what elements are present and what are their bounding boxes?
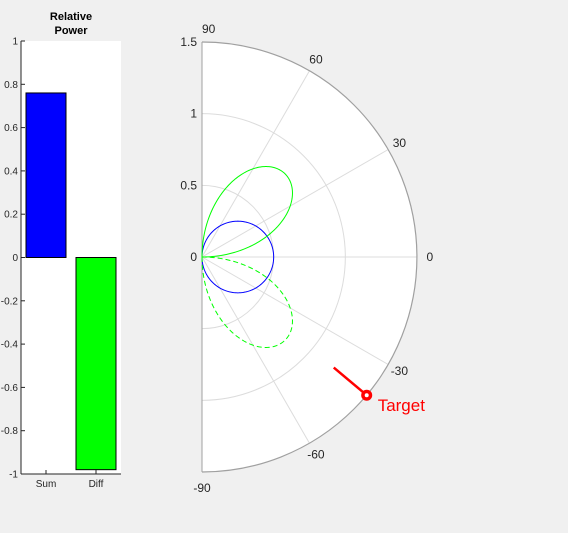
polar-spoke: [201, 149, 389, 258]
polar-series: [201, 166, 293, 348]
polar-tick-labels: 90 60 30 0 -30 -60 -90 0 0.5 1 1.5: [180, 22, 433, 495]
theta-tick-label: 0: [427, 250, 434, 264]
bar-y-tick-label: -0.4: [1, 340, 19, 351]
bar-y-tick-label: 0.6: [4, 123, 18, 134]
bar-y-tick-label: -0.6: [1, 383, 19, 394]
bar-sum: [25, 92, 67, 258]
sum-pattern-line: [201, 220, 275, 294]
r-tick-label: 1: [190, 107, 197, 121]
bar-x-axis: Sum Diff: [21, 470, 121, 490]
bar-y-tick-label: -1: [9, 470, 18, 481]
bar-y-tick-label: -0.8: [1, 426, 19, 437]
bar-y-tick-label: -0.2: [1, 296, 19, 307]
diff-pattern-upper-line: [201, 166, 293, 258]
target-label: Target: [378, 396, 426, 415]
theta-tick-label: -30: [391, 364, 409, 378]
bar-y-tick-label: 1: [12, 37, 18, 48]
beam-pattern-polar-chart: 90 60 30 0 -30 -60 -90 0 0.5 1 1.5 Target: [180, 22, 433, 495]
bar-chart-title-line-1: Relative: [50, 11, 92, 23]
bar-y-tick-label: 0.8: [4, 80, 18, 91]
r-tick-label: 0.5: [180, 178, 197, 192]
theta-tick-label: -90: [193, 481, 211, 495]
bar-x-tick-label: Diff: [89, 479, 104, 490]
theta-tick-label: -60: [307, 447, 325, 461]
target-line: [332, 366, 368, 397]
theta-tick-label: 60: [309, 53, 323, 67]
target-marker: Target: [332, 366, 426, 415]
bar-diff: [75, 257, 117, 471]
bar-series: [25, 92, 117, 471]
r-tick-label: 1.5: [180, 35, 197, 49]
bar-y-tick-label: 0.4: [4, 166, 18, 177]
diff-pattern-lower-line: [201, 256, 293, 348]
theta-tick-label: 30: [393, 136, 407, 150]
polar-spoke: [201, 256, 389, 365]
theta-tick-label: 90: [202, 22, 216, 36]
bar-y-axis: 1 0.8 0.6 0.4 0.2 0 -0.2 -0.4 -0.6 -0.8 -1: [1, 37, 25, 481]
polar-outer-arc: [201, 41, 418, 473]
relative-power-bar-chart: Relative Power 1 0.8 0.6 0.4 0.2 0 -0.2 -0.4 -0.…: [1, 11, 121, 490]
bar-x-tick-label: Sum: [36, 479, 57, 490]
bar-y-tick-label: 0: [12, 253, 18, 264]
polar-ring: [201, 113, 346, 401]
bar-y-tick-label: 0.2: [4, 210, 18, 221]
bar-chart-title-line-2: Power: [54, 25, 88, 37]
r-tick-label: 0: [190, 250, 197, 264]
target-dot-center: [364, 393, 369, 398]
